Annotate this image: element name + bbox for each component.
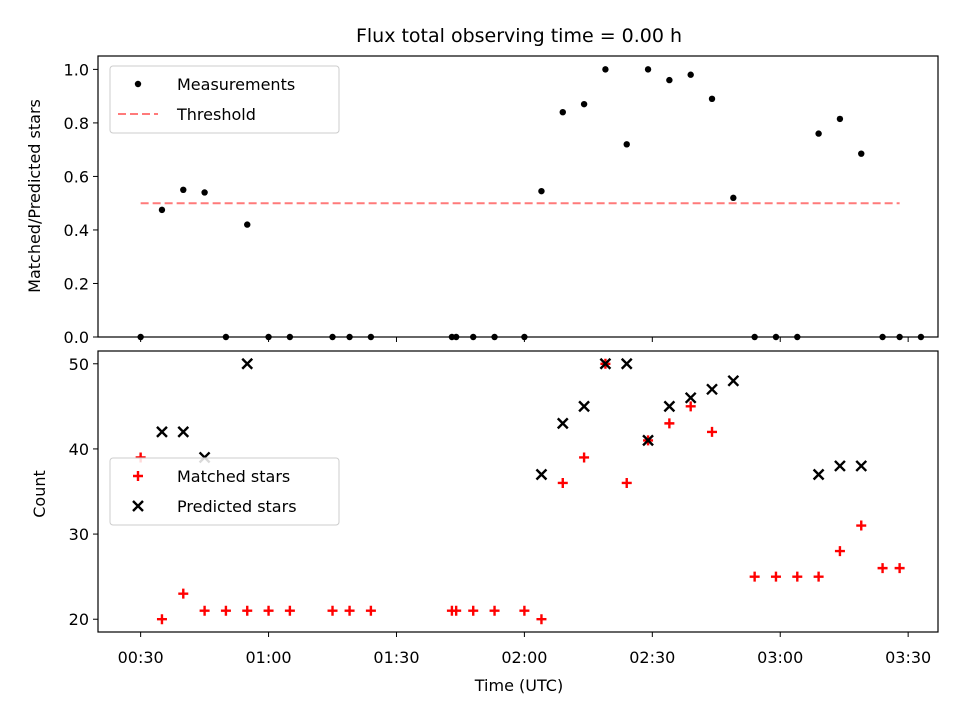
matched-star-point bbox=[284, 605, 295, 616]
predicted-star-point bbox=[812, 468, 825, 481]
measurement-point bbox=[666, 76, 673, 84]
measurement-point bbox=[201, 189, 208, 196]
bottom-panel: 20 30 40 50 00:30 01:00 01:30 02:00 02:30 03:00 03… bbox=[69, 350, 939, 667]
measurement-point bbox=[158, 206, 166, 214]
matched-star-point bbox=[664, 418, 675, 429]
measurement-point bbox=[687, 71, 694, 78]
matched-star-point bbox=[451, 605, 462, 616]
chart-title: Flux total observing time = 0.00 h bbox=[356, 25, 682, 47]
top-y-tick-label: 0.2 bbox=[64, 274, 89, 293]
predicted-star-point bbox=[834, 460, 846, 472]
predicted-star-point bbox=[599, 357, 612, 370]
matched-star-point bbox=[813, 571, 824, 582]
predicted-star-point bbox=[642, 434, 654, 447]
legend-label: Matched stars bbox=[177, 467, 290, 486]
matched-star-point bbox=[536, 614, 547, 625]
bottom-y-tick-label: 20 bbox=[69, 610, 89, 629]
predicted-star-point bbox=[177, 426, 190, 438]
x-tick-label: 01:00 bbox=[246, 648, 292, 667]
top-legend: Measurements Threshold bbox=[109, 65, 340, 134]
bottom-y-tick-label: 30 bbox=[69, 525, 89, 544]
measurement-point bbox=[538, 187, 545, 195]
matched-star-point bbox=[749, 571, 760, 582]
matched-star-point bbox=[344, 605, 355, 616]
matched-star-point bbox=[242, 605, 253, 616]
matched-star-point bbox=[178, 588, 189, 599]
predicted-star-point bbox=[684, 391, 697, 404]
matched-star-point bbox=[156, 614, 167, 625]
bottom-y-tick-label: 50 bbox=[69, 355, 89, 374]
bottom-y-tick-label: 40 bbox=[69, 440, 89, 459]
legend-label: Predicted stars bbox=[177, 497, 297, 516]
predicted-star-point bbox=[556, 417, 569, 430]
matched-star-point bbox=[557, 477, 568, 488]
legend-matched-swatch bbox=[133, 471, 143, 481]
matched-star-point bbox=[877, 563, 888, 574]
top-y-tick-label: 0.4 bbox=[64, 221, 89, 240]
measurement-point bbox=[858, 150, 865, 157]
predicted-star-point bbox=[706, 383, 718, 396]
measurement-point bbox=[730, 194, 737, 202]
matched-star-point bbox=[199, 605, 210, 616]
bottom-legend-box bbox=[109, 457, 340, 526]
matched-star-point bbox=[707, 426, 718, 437]
top-y-tick-label: 0.8 bbox=[64, 114, 89, 133]
matched-star-point bbox=[519, 605, 530, 616]
x-tick-label: 00:30 bbox=[118, 648, 164, 667]
matched-star-point bbox=[894, 563, 905, 574]
measurement-point bbox=[836, 115, 844, 123]
predicted-star-point bbox=[156, 426, 168, 438]
matched-star-point bbox=[489, 605, 500, 616]
predicted-star-point bbox=[620, 357, 633, 370]
matched-star-point bbox=[468, 605, 479, 616]
matched-star-point bbox=[770, 571, 781, 582]
measurement-point bbox=[580, 100, 588, 108]
matched-star-point bbox=[856, 520, 867, 531]
x-tick-label: 02:00 bbox=[501, 648, 547, 667]
legend-measurement-swatch bbox=[134, 80, 142, 88]
predicted-star-point bbox=[578, 400, 590, 413]
predicted-star-point bbox=[663, 400, 676, 413]
top-y-tick-label: 0.0 bbox=[64, 328, 89, 347]
measurement-point bbox=[602, 66, 609, 73]
matched-star-point bbox=[792, 571, 803, 582]
top-y-tick-label: 0.6 bbox=[64, 167, 89, 186]
predicted-star-point bbox=[535, 468, 548, 481]
measurement-point bbox=[708, 95, 716, 103]
matched-star-point bbox=[579, 452, 590, 463]
x-tick-label: 02:30 bbox=[629, 648, 675, 667]
matched-star-point bbox=[685, 401, 696, 412]
top-y-tick-label: 1.0 bbox=[64, 60, 89, 79]
measurement-point bbox=[815, 130, 822, 137]
measurement-point bbox=[244, 221, 251, 228]
measurement-point bbox=[644, 66, 652, 73]
x-tick-label: 03:30 bbox=[885, 648, 931, 667]
measurement-point bbox=[180, 186, 187, 194]
matched-star-point bbox=[263, 605, 274, 616]
matched-star-point bbox=[365, 605, 376, 616]
predicted-star-point bbox=[241, 357, 254, 370]
predicted-star-point bbox=[855, 460, 868, 472]
matched-star-point bbox=[327, 605, 338, 616]
matched-star-point bbox=[220, 605, 231, 616]
top-panel: 0.0 0.2 0.4 0.6 0.8 1.0 Measurements Threshold bbox=[64, 55, 939, 347]
bottom-legend: Matched stars Predicted stars bbox=[109, 457, 340, 526]
x-tick-label: 01:30 bbox=[373, 648, 419, 667]
matched-star-point bbox=[621, 477, 632, 488]
top-legend-box bbox=[109, 65, 340, 134]
legend-predicted-swatch bbox=[132, 500, 144, 512]
top-axes-frame bbox=[97, 55, 939, 338]
measurement-point bbox=[559, 109, 566, 116]
predicted-star-point bbox=[727, 374, 740, 387]
bottom-y-axis-label: Count bbox=[30, 470, 49, 518]
x-axis-label: Time (UTC) bbox=[474, 676, 563, 695]
top-y-axis-label: Matched/Predicted stars bbox=[25, 99, 44, 293]
x-tick-label: 03:00 bbox=[757, 648, 803, 667]
legend-label: Threshold bbox=[176, 105, 256, 124]
bottom-axes-frame bbox=[97, 350, 939, 633]
measurement-point bbox=[623, 141, 630, 148]
legend-label: Measurements bbox=[177, 75, 295, 94]
matched-star-point bbox=[834, 546, 845, 557]
